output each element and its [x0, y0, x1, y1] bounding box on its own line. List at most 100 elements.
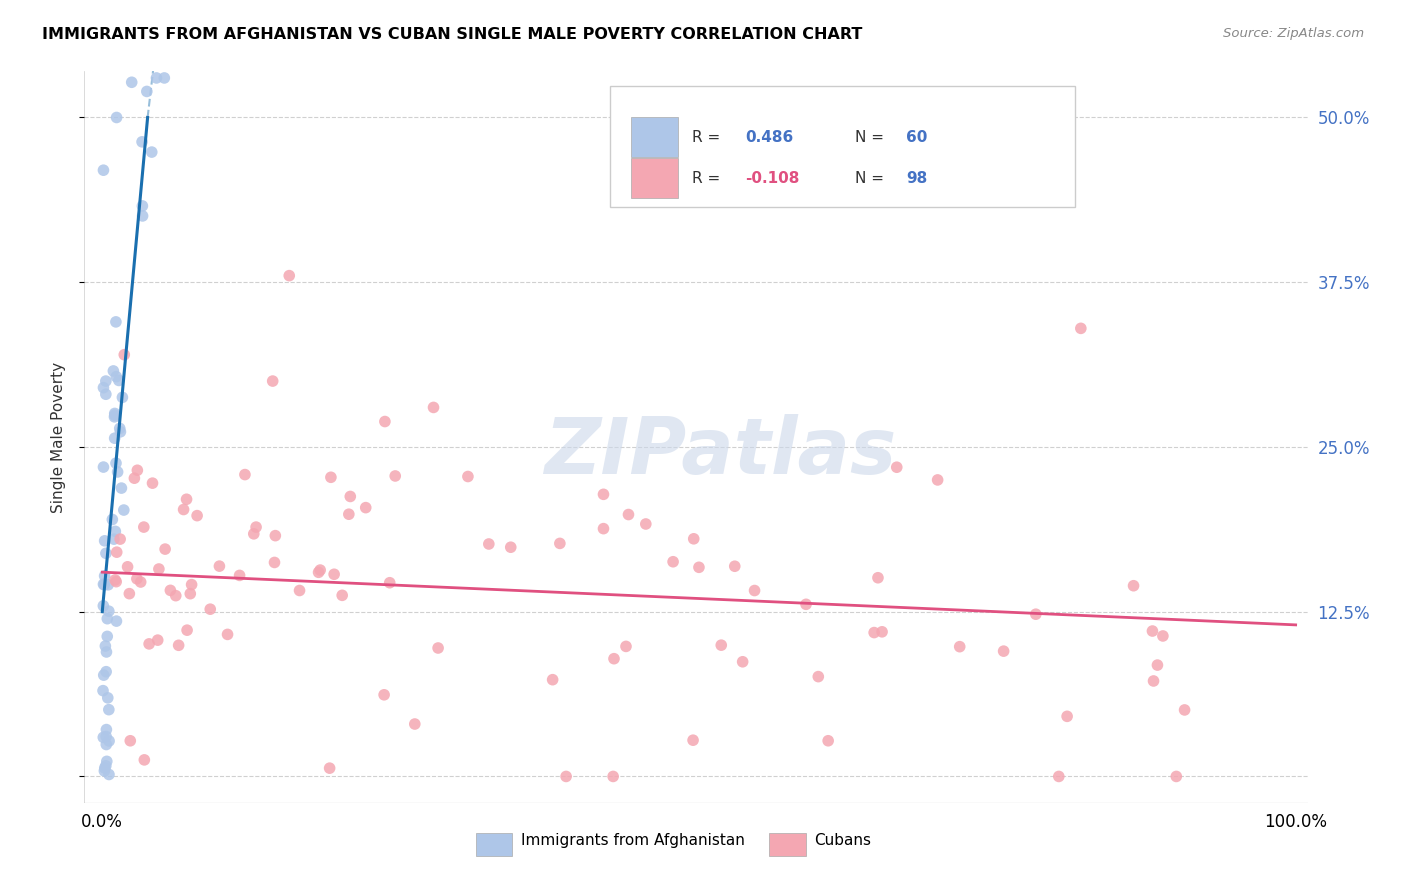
- Point: [1142, 673, 1164, 688]
- Point: [93, 668, 115, 682]
- Point: [141, 145, 163, 159]
- Point: [404, 717, 426, 731]
- Text: -0.108: -0.108: [745, 170, 799, 186]
- Point: [96, 629, 118, 643]
- Point: [233, 467, 256, 482]
- Point: [794, 597, 817, 611]
- Point: [120, 733, 142, 747]
- Point: [173, 502, 195, 516]
- Point: [1122, 579, 1144, 593]
- Text: R =: R =: [692, 129, 725, 145]
- Point: [91, 683, 114, 698]
- Point: [105, 574, 128, 589]
- Point: [165, 589, 187, 603]
- Text: 0.486: 0.486: [745, 129, 793, 145]
- Point: [159, 583, 181, 598]
- Point: [93, 533, 115, 548]
- Point: [97, 604, 120, 618]
- Point: [121, 75, 143, 89]
- Point: [117, 559, 139, 574]
- Point: [323, 567, 346, 582]
- Point: [682, 733, 704, 747]
- Y-axis label: Single Male Poverty: Single Male Poverty: [51, 361, 66, 513]
- Point: [129, 574, 152, 589]
- Point: [176, 492, 198, 507]
- Point: [724, 559, 747, 574]
- Point: [94, 761, 117, 775]
- Point: [548, 536, 571, 550]
- FancyBboxPatch shape: [475, 833, 513, 856]
- Point: [96, 738, 118, 752]
- Point: [1025, 607, 1047, 622]
- Text: ZIPatlas: ZIPatlas: [544, 414, 897, 490]
- Point: [245, 520, 267, 534]
- Point: [94, 387, 117, 401]
- Point: [186, 508, 208, 523]
- Point: [93, 764, 115, 778]
- Point: [228, 568, 250, 582]
- Point: [93, 577, 115, 591]
- Point: [94, 639, 117, 653]
- Point: [93, 578, 115, 592]
- Point: [141, 476, 163, 491]
- Point: [104, 573, 127, 587]
- Point: [602, 769, 624, 783]
- Point: [94, 730, 117, 744]
- Point: [146, 633, 169, 648]
- Point: [384, 469, 406, 483]
- FancyBboxPatch shape: [631, 158, 678, 198]
- Point: [863, 625, 886, 640]
- Point: [614, 640, 637, 654]
- Point: [118, 587, 141, 601]
- Point: [592, 487, 614, 501]
- Point: [1166, 769, 1188, 783]
- Text: Cubans: Cubans: [814, 833, 872, 848]
- Point: [97, 703, 120, 717]
- Point: [93, 381, 115, 395]
- Point: [731, 655, 754, 669]
- Point: [886, 460, 908, 475]
- Point: [91, 599, 114, 613]
- Point: [108, 421, 131, 435]
- Point: [176, 623, 198, 637]
- Point: [98, 734, 121, 748]
- Point: [1142, 624, 1164, 638]
- Point: [1174, 703, 1197, 717]
- Point: [200, 602, 222, 616]
- Point: [217, 627, 239, 641]
- Text: Source: ZipAtlas.com: Source: ZipAtlas.com: [1223, 27, 1364, 40]
- Point: [103, 409, 125, 424]
- Point: [96, 612, 118, 626]
- Point: [97, 578, 120, 592]
- Point: [127, 463, 149, 477]
- Point: [807, 670, 830, 684]
- Point: [555, 769, 578, 783]
- Point: [817, 733, 839, 747]
- Point: [710, 638, 733, 652]
- Point: [131, 209, 153, 223]
- Point: [105, 545, 128, 559]
- Point: [104, 431, 127, 445]
- Point: [927, 473, 949, 487]
- Point: [688, 560, 710, 574]
- Point: [457, 469, 479, 483]
- Point: [103, 364, 125, 378]
- Point: [135, 85, 157, 99]
- Point: [866, 571, 889, 585]
- Point: [145, 70, 167, 85]
- Point: [148, 562, 170, 576]
- Point: [104, 315, 127, 329]
- Point: [499, 540, 522, 554]
- Point: [592, 522, 614, 536]
- Text: N =: N =: [855, 170, 889, 186]
- Point: [682, 532, 704, 546]
- Point: [422, 401, 444, 415]
- Point: [262, 374, 284, 388]
- Point: [93, 163, 115, 178]
- Point: [319, 470, 342, 484]
- Point: [278, 268, 301, 283]
- Point: [263, 556, 285, 570]
- Point: [603, 651, 626, 665]
- Point: [112, 348, 135, 362]
- Point: [131, 135, 153, 149]
